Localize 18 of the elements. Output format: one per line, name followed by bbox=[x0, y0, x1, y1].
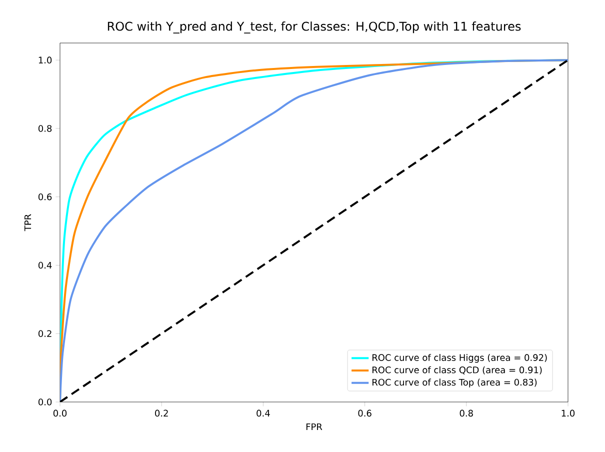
y-tick-label: 0.6 bbox=[38, 193, 52, 200]
x-axis-title: FPR bbox=[306, 423, 322, 430]
legend-label: ROC curve of class Top (area = 0.83) bbox=[372, 378, 537, 388]
y-tick-label: 0.8 bbox=[38, 125, 52, 132]
legend-label: ROC curve of class QCD (area = 0.91) bbox=[372, 366, 542, 374]
legend-label: ROC curve of class Higgs (area = 0.92) bbox=[372, 354, 547, 363]
x-tick-label: 0.2 bbox=[155, 410, 168, 417]
y-tick-label: 1.0 bbox=[38, 56, 52, 64]
x-tick-label: 0.6 bbox=[358, 410, 372, 417]
x-tick-label: 0.8 bbox=[460, 410, 473, 417]
chart-title: ROC with Y_pred and Y_test, for Classes: H,QCD,Top with 11 features bbox=[108, 22, 521, 34]
y-axis-title: TPR bbox=[24, 214, 32, 232]
y-tick-label: 0.0 bbox=[38, 398, 52, 406]
y-tick-label: 0.4 bbox=[38, 262, 52, 269]
x-tick-label: 0.0 bbox=[53, 410, 67, 417]
x-tick-label: 1.0 bbox=[562, 410, 575, 417]
y-tick-label: 0.2 bbox=[38, 330, 52, 338]
x-tick-label: 0.4 bbox=[256, 410, 270, 417]
